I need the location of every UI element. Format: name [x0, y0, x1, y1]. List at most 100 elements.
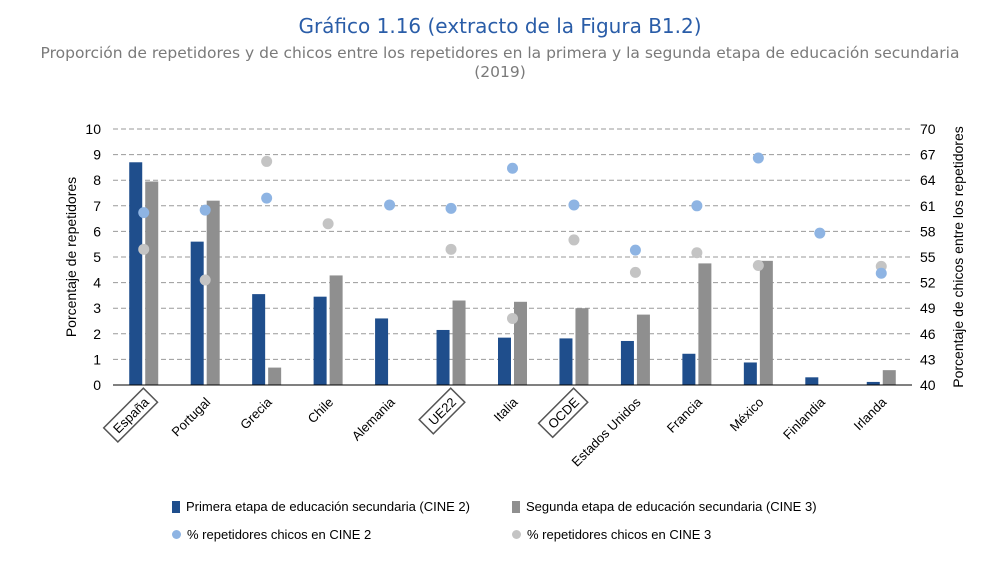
bar-cine3 [882, 370, 896, 385]
point-cine2 [507, 162, 518, 174]
point-cine2 [875, 267, 887, 279]
category-label: Chile [305, 395, 337, 427]
category-label: Grecia [237, 394, 275, 432]
category-label: UE22 [426, 395, 460, 429]
point-cine2 [568, 199, 580, 211]
category-label: Alemania [349, 394, 398, 443]
y2-tick-label: 49 [920, 300, 936, 316]
y2-axis-ticks: 40 43 46 49 52 55 58 61 64 67 70 [920, 121, 936, 393]
bar-cine2 [436, 329, 450, 385]
category-label-group: Francia [664, 394, 706, 436]
point-cine3 [199, 274, 211, 286]
category-highlight-box [537, 387, 589, 439]
bar-cine3 [145, 181, 159, 385]
category-label-group: Italia [491, 394, 522, 425]
bar-cine3 [575, 308, 589, 385]
bar-cine3 [268, 367, 282, 385]
bar-cine3 [759, 260, 773, 385]
subtitle-line-2: (2019) [474, 63, 526, 81]
legend-label: Segunda etapa de educación secundaria (C… [526, 499, 817, 514]
bar-cine3 [329, 275, 343, 385]
y-axis-label: Porcentaje de repetidores [63, 177, 79, 337]
y-tick-label: 7 [93, 198, 101, 214]
point-cine3 [691, 247, 703, 259]
category-label-group: Finlandia [780, 394, 828, 442]
category-label: Portugal [168, 394, 213, 439]
y-tick-label: 3 [93, 300, 101, 316]
category-highlight-box [102, 387, 159, 444]
y2-tick-label: 43 [920, 351, 936, 367]
y2-tick-label: 52 [920, 275, 936, 291]
y2-tick-label: 67 [920, 147, 936, 163]
legend-label: Primera etapa de educación secundaria (C… [186, 499, 470, 514]
y2-axis-label: Porcentaje de chicos entre los repetidor… [950, 126, 966, 387]
bar-cine2 [252, 294, 266, 385]
bar-cine2 [682, 353, 696, 385]
category-label-group: España [102, 387, 159, 444]
y2-tick-label: 46 [920, 326, 936, 342]
legend-swatch [172, 530, 181, 539]
y-tick-label: 8 [93, 172, 101, 188]
points [138, 152, 887, 324]
legend-item-cine3-dot: % repetidores chicos en CINE 3 [512, 527, 711, 542]
y2-tick-label: 55 [920, 249, 936, 265]
point-cine2 [138, 207, 150, 219]
category-label-group: Portugal [168, 394, 213, 439]
legend-swatch [512, 500, 520, 513]
category-label: Finlandia [780, 394, 828, 442]
y2-tick-label: 64 [920, 172, 936, 188]
point-cine2 [629, 244, 641, 256]
category-label: Italia [491, 394, 522, 425]
point-cine3 [261, 155, 273, 167]
category-label-group: Chile [305, 395, 337, 427]
point-cine3 [322, 218, 334, 230]
y-axis-ticks: 0 1 2 3 4 5 6 7 8 9 10 [85, 121, 101, 393]
legend-label: % repetidores chicos en CINE 3 [527, 527, 712, 542]
subtitle-line-1: Proporción de repetidores y de chicos en… [40, 44, 960, 62]
legend-label: % repetidores chicos en CINE 2 [187, 527, 372, 542]
bar-cine2 [805, 377, 819, 385]
y-tick-label: 10 [85, 121, 101, 137]
y-tick-label: 1 [93, 351, 101, 367]
bar-cine2 [129, 162, 143, 385]
point-cine3 [752, 260, 764, 272]
y-tick-label: 0 [93, 377, 101, 393]
point-cine2 [445, 202, 457, 214]
y-tick-label: 5 [93, 249, 101, 265]
bar-cine2 [743, 362, 757, 385]
category-label-group: Alemania [349, 394, 398, 443]
legend-item-cine2-bar: Primera etapa de educación secundaria (C… [172, 499, 470, 514]
category-label: Francia [664, 394, 706, 436]
point-cine3 [445, 243, 457, 255]
bar-cine3 [636, 314, 650, 385]
y-tick-label: 4 [93, 275, 101, 291]
gridlines [113, 128, 912, 360]
category-labels: España Portugal Grecia Chile Alemania UE22 Ita… [102, 387, 890, 470]
point-cine3 [507, 312, 518, 324]
legend-swatch [172, 500, 180, 513]
point-cine2 [752, 152, 764, 164]
category-label: México [727, 395, 767, 435]
category-label-group: Grecia [237, 394, 275, 432]
y2-tick-label: 61 [920, 198, 936, 214]
bar-cine2 [498, 337, 511, 385]
bar-cine2 [620, 340, 634, 385]
bar-cine3 [206, 200, 220, 385]
bar-cine2 [190, 241, 204, 385]
bar-cine2 [559, 338, 573, 385]
y-tick-label: 9 [93, 147, 101, 163]
y-tick-label: 6 [93, 223, 101, 239]
bar-cine3 [452, 300, 466, 385]
category-label: Irlanda [851, 394, 890, 433]
y-tick-label: 2 [93, 326, 101, 342]
bar-cine2 [375, 318, 389, 385]
bar-cine2 [313, 296, 327, 385]
point-cine3 [138, 243, 150, 255]
point-cine2 [199, 204, 211, 216]
bars [129, 162, 896, 385]
category-label-group: UE22 [418, 387, 466, 435]
y2-tick-label: 40 [920, 377, 936, 393]
chart-subtitle: Proporción de repetidores y de chicos en… [0, 44, 1000, 82]
category-label-group: México [727, 395, 767, 435]
